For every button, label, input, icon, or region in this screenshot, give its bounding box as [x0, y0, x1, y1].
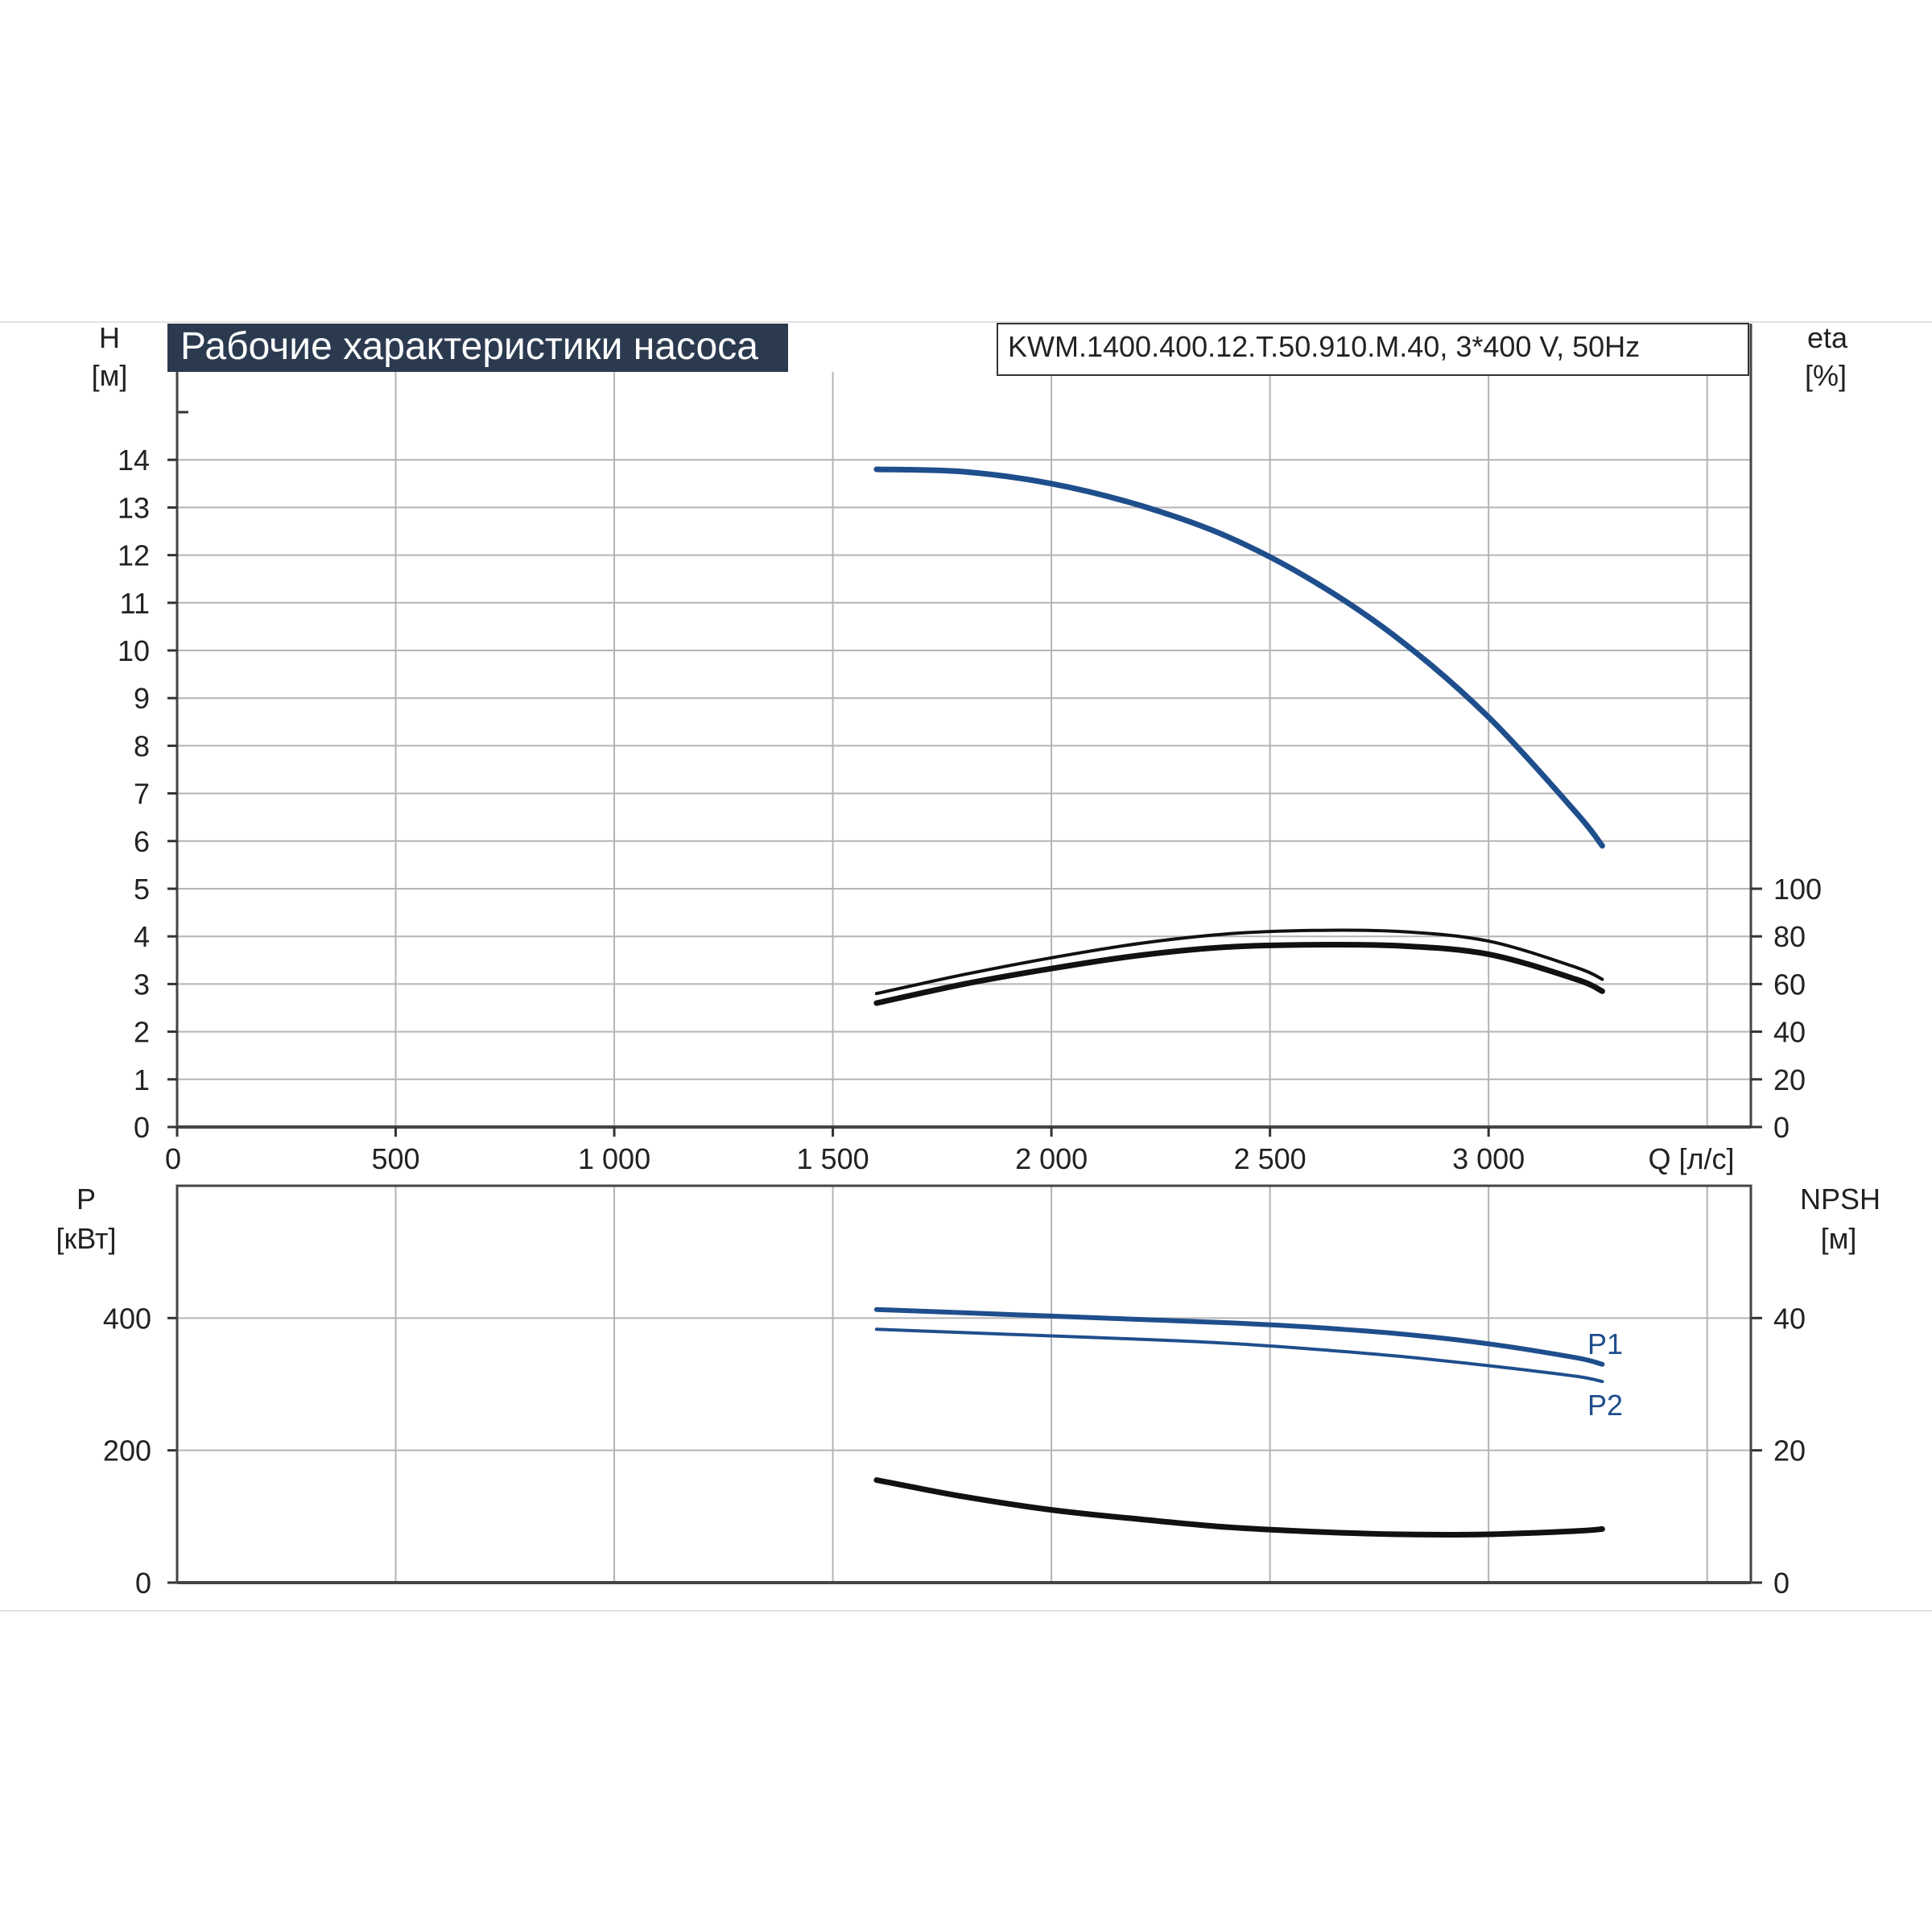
- x-axis-label: Q [л/с]: [1648, 1142, 1734, 1175]
- series-label-p2: P2: [1587, 1389, 1623, 1422]
- bottom-frame: [175, 1184, 1752, 1584]
- top-left-tick-label-13: 13: [118, 491, 150, 524]
- bottom-series: [873, 1307, 1605, 1538]
- top-right-axis-label-2: [%]: [1805, 359, 1847, 392]
- top-right-tick-label-0: 0: [1773, 1111, 1790, 1144]
- x-tick-label-500: 500: [371, 1142, 419, 1175]
- top-right-axis-label-1: eta: [1807, 321, 1848, 354]
- series-npsh: [873, 1477, 1605, 1538]
- top-left-tick-label-11: 11: [120, 587, 150, 620]
- top-right-tick-label-100: 100: [1773, 873, 1822, 906]
- bottom-left-axis-label-1: P: [76, 1183, 96, 1216]
- bottom-right-tick-label-20: 20: [1773, 1435, 1806, 1468]
- top-series: [873, 466, 1605, 1006]
- x-tick-label-0: 0: [165, 1142, 181, 1175]
- top-left-tick-label-10: 10: [118, 634, 150, 667]
- x-tick-label-2500: 2 500: [1234, 1142, 1307, 1175]
- top-left-axis-label-1: H: [99, 321, 120, 354]
- top-left-tick-label-4: 4: [134, 920, 150, 953]
- top-right-tick-label-20: 20: [1773, 1063, 1806, 1096]
- series-eta-thin: [874, 928, 1604, 996]
- series-head: [873, 466, 1605, 849]
- bottom-right-tick-label-40: 40: [1773, 1302, 1806, 1335]
- x-tick-label-1500: 1 500: [797, 1142, 869, 1175]
- top-right-tick-label-40: 40: [1773, 1016, 1806, 1049]
- series-p2: [874, 1327, 1604, 1384]
- chart-title: Рабочие характеристики насоса: [180, 325, 758, 368]
- top-left-tick-label-6: 6: [134, 825, 150, 858]
- top-left-tick-label-0: 0: [134, 1111, 150, 1144]
- series-eta-thick: [873, 941, 1605, 1006]
- top-left-tick-label-2: 2: [134, 1016, 150, 1049]
- top-left-tick-label-8: 8: [134, 729, 150, 762]
- top-left-tick-label-5: 5: [134, 873, 150, 906]
- bottom-right-axis-label-1: NPSH: [1800, 1183, 1880, 1216]
- top-left-tick-label-3: 3: [134, 968, 150, 1001]
- top-right-tick-label-80: 80: [1773, 920, 1806, 953]
- model-label: KWM.1400.400.12.T.50.910.M.40, 3*400 V, …: [1008, 330, 1640, 363]
- series-p1: [873, 1307, 1605, 1367]
- x-tick-label-3000: 3 000: [1452, 1142, 1525, 1175]
- top-left-tick-label-1: 1: [134, 1063, 150, 1096]
- top-left-axis-label-2: [м]: [92, 359, 128, 392]
- bottom-left-tick-label-0: 0: [135, 1567, 151, 1600]
- bottom-left-tick-label-400: 400: [103, 1302, 151, 1335]
- bottom-right-axis-label-2: [м]: [1821, 1222, 1857, 1255]
- title-banner: [167, 324, 788, 372]
- x-tick-label-1000: 1 000: [578, 1142, 650, 1175]
- bottom-left-axis-label-2: [кВт]: [56, 1222, 116, 1255]
- top-right-tick-label-60: 60: [1773, 968, 1806, 1001]
- bottom-left-tick-label-200: 200: [103, 1435, 151, 1468]
- top-left-tick-label-7: 7: [134, 778, 150, 811]
- bottom-right-tick-label-0: 0: [1773, 1567, 1790, 1600]
- top-left-tick-label-14: 14: [118, 444, 150, 477]
- top-left-tick-label-9: 9: [134, 682, 150, 715]
- top-left-tick-label-12: 12: [118, 539, 150, 572]
- model-box: [997, 323, 1749, 376]
- x-tick-label-2000: 2 000: [1015, 1142, 1088, 1175]
- bottom-grid: 0 200 400 0 20 40: [103, 1184, 1806, 1600]
- series-label-p1: P1: [1587, 1327, 1623, 1360]
